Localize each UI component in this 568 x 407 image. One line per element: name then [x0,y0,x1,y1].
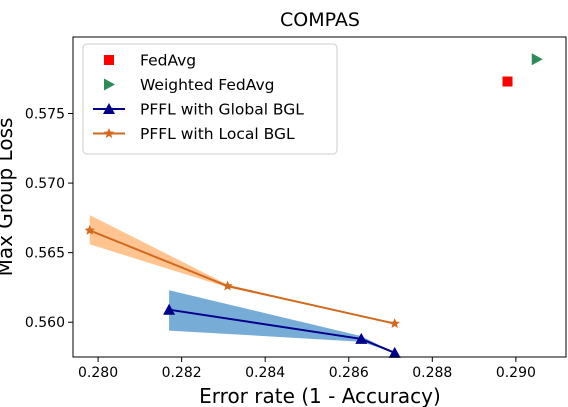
pffl-with-local-bgl-point [84,224,95,235]
confidence-bands [89,215,395,353]
x-tick-label: 0.282 [162,365,202,381]
legend-box [82,43,338,155]
legend-label: Weighted FedAvg [140,76,274,94]
y-axis-title: Max Group Loss [0,118,17,277]
legend-item-pffl-with-global-bgl: PFFL with Global BGL [93,101,304,119]
legend-marker [103,128,115,138]
y-tick-label: 0.565 [25,246,65,262]
weighted-fedavg-point [531,53,543,66]
pffl-with-local-bgl-point [222,280,233,291]
plot-frame [72,36,567,358]
legend-item-fedavg: FedAvg [104,52,196,70]
legend-label: PFFL with Global BGL [140,101,304,119]
legend-label: FedAvg [140,52,196,70]
x-tick-label: 0.290 [496,365,536,381]
y-axis-ticks: 0.560 0.565 0.570 0.575 [25,107,73,331]
fedavg-point [502,76,513,87]
series-markers [84,53,543,358]
legend-label: PFFL with Local BGL [140,125,295,143]
x-tick-label: 0.280 [78,365,118,381]
x-axis-ticks: 0.280 0.282 0.284 0.286 0.288 0.290 [78,357,536,381]
pffl-with-local-bgl-band [89,215,395,324]
legend: FedAvg Weighted FedAvg PFFL with Global BG… [82,43,338,155]
chart-title: COMPAS [280,9,360,31]
legend-item-weighted-fedavg: Weighted FedAvg [104,76,274,94]
pffl-with-global-bgl-point [163,303,176,315]
pffl-with-global-bgl-point [355,332,368,344]
legend-item-pffl-with-local-bgl: PFFL with Local BGL [93,125,295,143]
x-tick-label: 0.286 [329,365,369,381]
legend-marker [103,103,115,114]
y-tick-label: 0.560 [25,315,65,331]
x-tick-label: 0.284 [245,365,285,381]
y-tick-label: 0.570 [25,176,65,192]
pffl-with-global-bgl-band [169,290,395,353]
x-tick-label: 0.288 [412,365,452,381]
legend-marker [104,55,114,65]
pffl-with-local-bgl-point [389,318,400,329]
legend-marker [104,78,115,91]
pffl-with-global-bgl-point [388,346,401,358]
y-tick-label: 0.575 [25,107,65,123]
x-axis-title: Error rate (1 - Accuracy) [199,384,441,407]
